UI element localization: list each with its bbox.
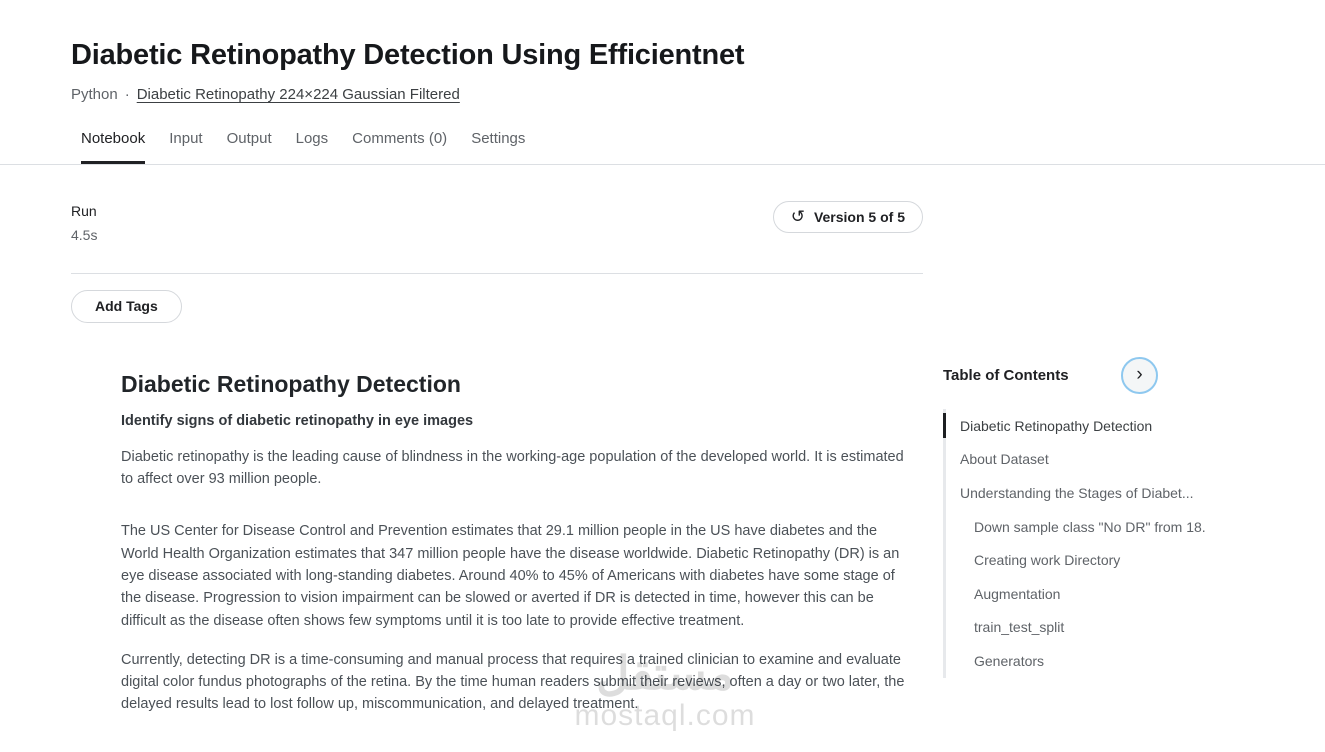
add-tags-button[interactable]: Add Tags [71, 289, 182, 323]
version-button-label: Version 5 of 5 [813, 208, 905, 225]
language-label: Python [71, 85, 118, 103]
toc-title: Table of Contents [943, 367, 1069, 384]
toc-header: Table of Contents › [943, 357, 1273, 394]
content-subheading: Identify signs of diabetic retinopathy i… [121, 412, 474, 429]
toc-item[interactable]: Down sample class "No DR" from 18. [974, 518, 1206, 535]
table-of-contents: Table of Contents › Diabetic Retinopathy… [943, 357, 1273, 678]
page-title: Diabetic Retinopathy Detection Using Eff… [71, 39, 745, 71]
content-paragraph: The US Center for Disease Control and Pr… [121, 523, 900, 629]
content-paragraph: Diabetic retinopathy is the leading caus… [121, 448, 904, 488]
breadcrumb-separator: · [124, 85, 130, 103]
toc-item[interactable]: Diabetic Retinopathy Detection [943, 409, 1273, 443]
tab-notebook[interactable]: Notebook [81, 130, 146, 164]
tab-settings[interactable]: Settings [471, 129, 526, 147]
run-time: 4.5s [71, 226, 98, 243]
tab-output[interactable]: Output [226, 129, 272, 147]
tab-logs[interactable]: Logs [295, 129, 329, 147]
tab-bar-container: Notebook Input Output Logs Comments (0) … [0, 130, 1325, 165]
tab-comments[interactable]: Comments (0) [352, 129, 448, 147]
toc-item[interactable]: About Dataset [960, 451, 1049, 468]
run-label: Run [71, 202, 97, 219]
chevron-right-icon: › [1136, 364, 1143, 385]
tab-bar: Notebook Input Output Logs Comments (0) … [81, 130, 1325, 164]
toc-item[interactable]: Generators [974, 652, 1045, 669]
toc-list: Diabetic Retinopathy Detection About Dat… [943, 409, 1273, 678]
run-info: Run 4.5s [71, 201, 97, 245]
notebook-content: Diabetic Retinopathy Detection Identify … [121, 371, 911, 716]
toc-item[interactable]: train_test_split [974, 619, 1065, 636]
breadcrumb: Python · Diabetic Retinopathy 224×224 Ga… [71, 86, 1325, 103]
toc-item[interactable]: Understanding the Stages of Diabet... [960, 484, 1194, 501]
notebook-header: Diabetic Retinopathy Detection Using Eff… [0, 0, 1325, 103]
tab-input[interactable]: Input [169, 129, 203, 147]
toc-item[interactable]: Creating work Directory [974, 552, 1121, 569]
content-paragraph: Currently, detecting DR is a time-consum… [121, 651, 905, 713]
toc-item[interactable]: Augmentation [974, 585, 1061, 602]
content-heading: Diabetic Retinopathy Detection [121, 370, 461, 397]
version-button[interactable]: ↺ Version 5 of 5 [772, 200, 923, 233]
history-icon: ↺ [790, 207, 805, 227]
dataset-link[interactable]: Diabetic Retinopathy 224×224 Gaussian Fi… [136, 85, 460, 103]
section-divider [71, 272, 923, 274]
run-section: Run 4.5s ↺ Version 5 of 5 [71, 165, 923, 245]
toc-collapse-button[interactable]: › [1121, 357, 1158, 394]
